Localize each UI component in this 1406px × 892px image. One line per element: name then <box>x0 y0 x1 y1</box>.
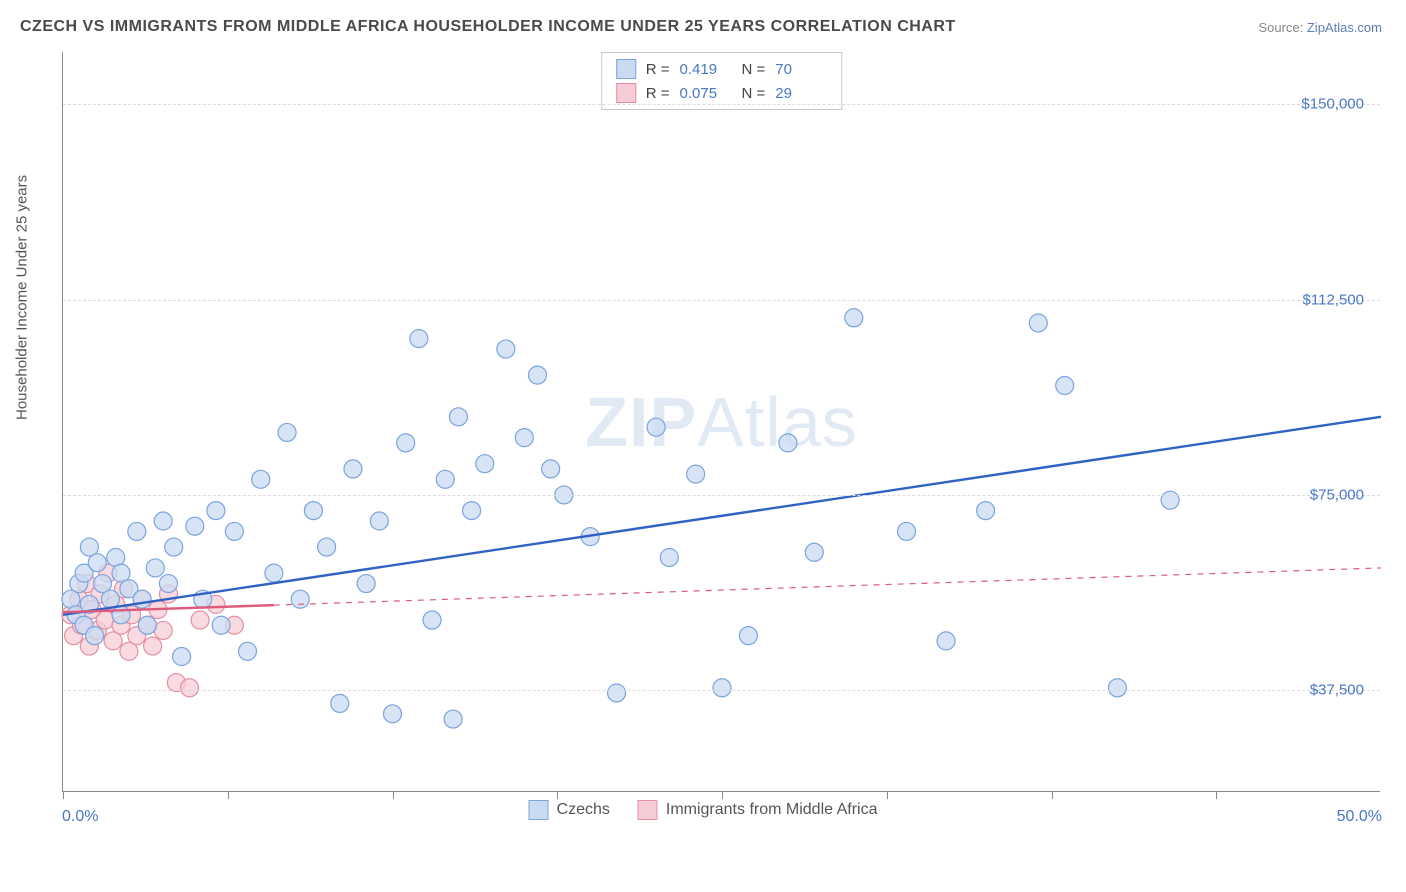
legend-item: Immigrants from Middle Africa <box>638 800 878 820</box>
legend-label: Immigrants from Middle Africa <box>666 801 878 819</box>
r-value: 0.075 <box>680 85 732 102</box>
source-prefix: Source: <box>1258 20 1306 35</box>
legend-row: R = 0.419 N = 70 <box>602 57 842 81</box>
gridline <box>63 690 1380 691</box>
y-tick-label: $150,000 <box>1301 96 1364 113</box>
legend-swatch <box>616 59 636 79</box>
r-label: R = <box>646 61 670 78</box>
r-label: R = <box>646 85 670 102</box>
y-tick-label: $37,500 <box>1310 682 1364 699</box>
n-value: 29 <box>775 85 827 102</box>
x-tick <box>393 791 394 799</box>
gridline <box>63 300 1380 301</box>
r-value: 0.419 <box>680 61 732 78</box>
x-tick <box>1216 791 1217 799</box>
source-attribution: Source: ZipAtlas.com <box>1258 20 1382 35</box>
chart-title: CZECH VS IMMIGRANTS FROM MIDDLE AFRICA H… <box>20 18 956 36</box>
legend-item: Czechs <box>529 800 610 820</box>
source-link[interactable]: ZipAtlas.com <box>1307 20 1382 35</box>
y-tick-label: $75,000 <box>1310 486 1364 503</box>
x-axis-min-label: 0.0% <box>62 808 98 826</box>
x-tick <box>63 791 64 799</box>
legend-row: R = 0.075 N = 29 <box>602 81 842 105</box>
x-tick <box>557 791 558 799</box>
gridline <box>63 495 1380 496</box>
y-tick-label: $112,500 <box>1303 291 1364 308</box>
x-tick <box>228 791 229 799</box>
correlation-legend: R = 0.419 N = 70 R = 0.075 N = 29 <box>601 52 843 110</box>
n-label: N = <box>742 61 766 78</box>
legend-label: Czechs <box>557 801 610 819</box>
y-axis-label: Householder Income Under 25 years <box>14 175 31 420</box>
series-legend: Czechs Immigrants from Middle Africa <box>529 800 878 820</box>
scatter-svg <box>63 52 1380 791</box>
legend-swatch <box>529 800 549 820</box>
n-label: N = <box>742 85 766 102</box>
legend-swatch <box>616 83 636 103</box>
chart-plot-area: ZIPAtlas R =0.419N =70R =0.075N =29 $37,… <box>62 52 1380 792</box>
n-value: 70 <box>775 61 827 78</box>
x-tick <box>1052 791 1053 799</box>
x-axis-max-label: 50.0% <box>1337 808 1382 826</box>
x-tick <box>887 791 888 799</box>
legend-swatch <box>638 800 658 820</box>
x-tick <box>722 791 723 799</box>
gridline <box>63 104 1380 105</box>
